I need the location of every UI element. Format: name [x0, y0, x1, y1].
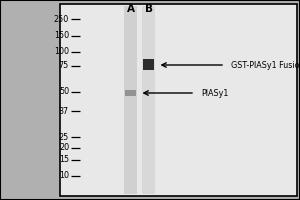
Text: 15: 15 — [59, 156, 69, 164]
Text: 37: 37 — [59, 106, 69, 116]
Text: GST-PIASy1 Fusion: GST-PIASy1 Fusion — [231, 60, 300, 70]
Text: 20: 20 — [59, 144, 69, 152]
Bar — [125, 90, 136, 96]
Text: A: A — [127, 4, 134, 14]
Text: 150: 150 — [54, 31, 69, 40]
Text: 250: 250 — [54, 15, 69, 23]
Text: 10: 10 — [59, 171, 69, 180]
Bar — [143, 59, 154, 70]
Bar — [142, 6, 155, 194]
Text: 100: 100 — [54, 47, 69, 56]
Bar — [124, 6, 137, 194]
Text: B: B — [145, 4, 152, 14]
Text: 50: 50 — [59, 88, 69, 97]
Bar — [60, 4, 297, 196]
Text: 25: 25 — [59, 132, 69, 142]
Text: 75: 75 — [59, 62, 69, 71]
Text: PIASy1: PIASy1 — [201, 88, 228, 98]
